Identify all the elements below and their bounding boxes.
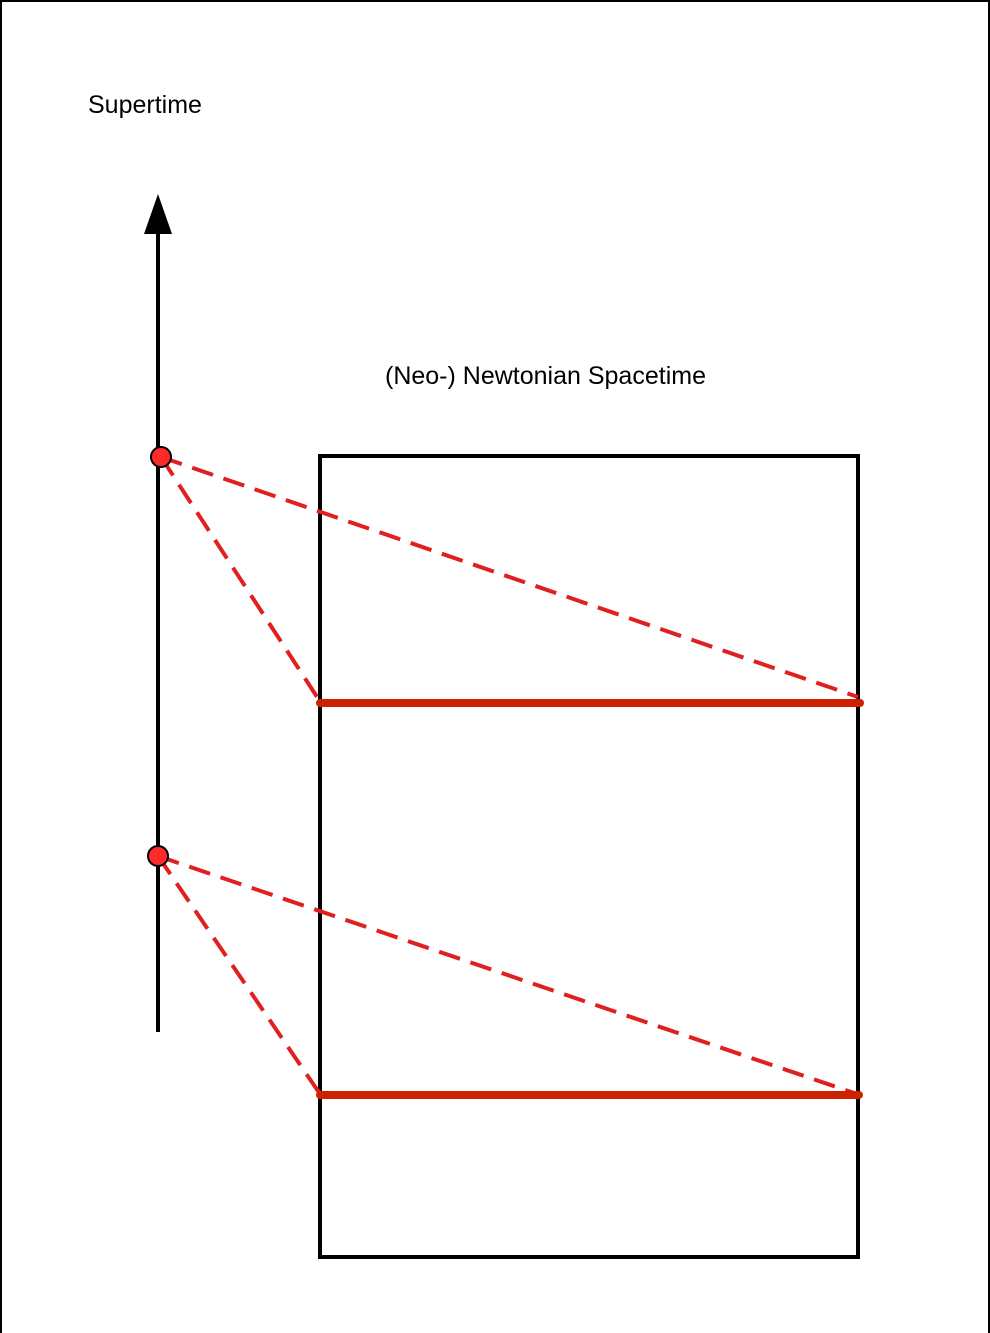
spacetime-box bbox=[318, 454, 860, 1259]
lower-projection-line-left bbox=[156, 854, 322, 1096]
upper-projection-line-right bbox=[160, 455, 859, 699]
lower-projection-line-right bbox=[157, 854, 858, 1096]
spacetime-label: (Neo-) Newtonian Spacetime bbox=[385, 362, 706, 390]
upper-projection-line-left bbox=[159, 455, 323, 705]
upper-supertime-point bbox=[150, 446, 172, 468]
lower-supertime-point bbox=[147, 845, 169, 867]
supertime-label: Supertime bbox=[88, 91, 202, 119]
supertime-axis-arrowhead bbox=[144, 194, 172, 234]
